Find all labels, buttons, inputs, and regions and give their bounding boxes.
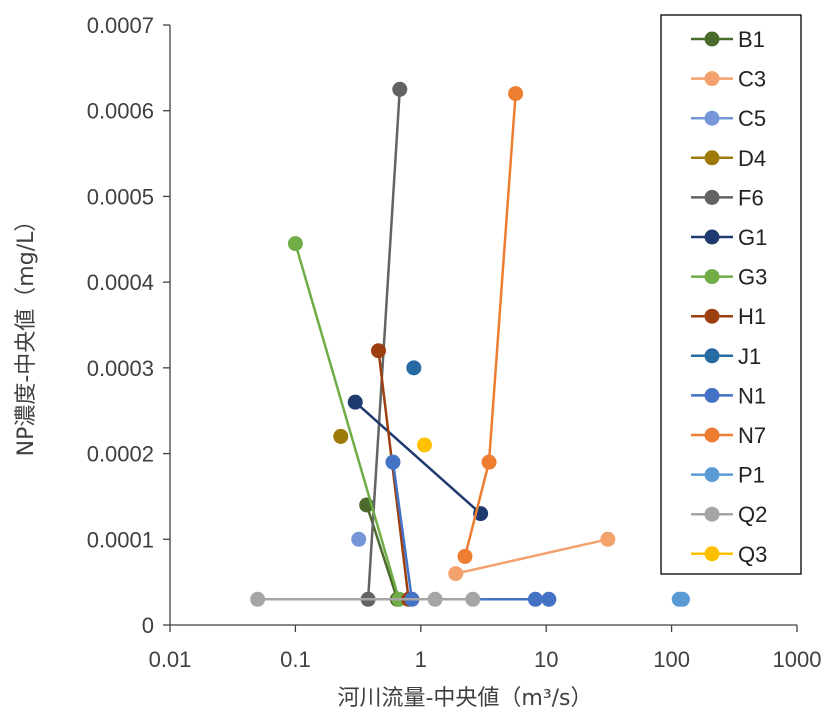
legend-marker xyxy=(705,71,720,86)
series-line xyxy=(456,539,608,573)
legend-label: Q2 xyxy=(738,502,767,527)
data-point xyxy=(417,438,432,453)
series-C5 xyxy=(351,532,366,547)
legend-marker xyxy=(705,269,720,284)
data-point xyxy=(392,82,407,97)
data-point xyxy=(406,360,421,375)
legend-marker xyxy=(705,32,720,47)
legend-marker xyxy=(705,388,720,403)
series-J1 xyxy=(406,360,421,375)
legend-label: P1 xyxy=(738,463,765,488)
legend-label: H1 xyxy=(738,304,766,329)
data-point xyxy=(508,86,523,101)
legend-marker xyxy=(705,190,720,205)
series-line xyxy=(465,94,516,557)
plot-area xyxy=(250,82,690,607)
x-axis-ticks: 0.01 0.1 1 10 100 1000 xyxy=(149,625,822,672)
legend-label: G1 xyxy=(738,225,767,250)
series-line xyxy=(295,244,399,600)
series-Q3 xyxy=(417,438,432,453)
legend-marker xyxy=(705,309,720,324)
series-C3 xyxy=(448,532,615,581)
data-point xyxy=(371,343,386,358)
x-tick-label: 1000 xyxy=(773,647,822,672)
x-tick-label: 10 xyxy=(534,647,558,672)
legend-label: F6 xyxy=(738,185,764,210)
x-tick-label: 0.01 xyxy=(149,647,192,672)
legend: B1 C3 C5 D4 F6 G1 G3 H1 J1 N1 N7 P1 Q2 Q3 xyxy=(661,15,801,574)
y-tick-label: 0.0006 xyxy=(87,99,154,124)
y-tick-label: 0.0003 xyxy=(87,356,154,381)
y-tick-label: 0 xyxy=(142,613,154,638)
x-tick-label: 100 xyxy=(653,647,690,672)
legend-label: J1 xyxy=(738,344,761,369)
legend-marker xyxy=(705,111,720,126)
legend-marker xyxy=(705,428,720,443)
legend-label: B1 xyxy=(738,27,765,52)
series-N7 xyxy=(457,86,523,564)
legend-label: N1 xyxy=(738,383,766,408)
y-tick-label: 0.0001 xyxy=(87,527,154,552)
legend-label: D4 xyxy=(738,146,766,171)
legend-label: G3 xyxy=(738,265,767,290)
x-tick-label: 0.1 xyxy=(280,647,311,672)
data-point xyxy=(348,395,363,410)
data-point xyxy=(457,549,472,564)
legend-label: Q3 xyxy=(738,542,767,567)
data-point xyxy=(675,592,690,607)
y-axis-title: NP濃度-中央値（mg/L） xyxy=(14,210,39,457)
series-line xyxy=(368,89,400,599)
legend-label: C3 xyxy=(738,67,766,92)
legend-marker xyxy=(705,507,720,522)
data-point xyxy=(465,592,480,607)
y-tick-label: 0.0004 xyxy=(87,270,154,295)
legend-label: N7 xyxy=(738,423,766,448)
data-point xyxy=(288,236,303,251)
x-tick-label: 1 xyxy=(415,647,427,672)
series-D4 xyxy=(333,429,348,444)
data-point xyxy=(428,592,443,607)
legend-marker xyxy=(705,150,720,165)
series-G3 xyxy=(288,236,407,607)
legend-box xyxy=(661,15,801,574)
legend-label: C5 xyxy=(738,106,766,131)
data-point xyxy=(541,592,556,607)
legend-marker xyxy=(705,230,720,245)
data-point xyxy=(448,566,463,581)
y-tick-label: 0.0007 xyxy=(87,13,154,38)
data-point xyxy=(385,455,400,470)
x-axis-title: 河川流量-中央値（m³/s） xyxy=(337,686,592,711)
data-point xyxy=(351,532,366,547)
legend-marker xyxy=(705,546,720,561)
y-tick-label: 0.0005 xyxy=(87,184,154,209)
data-point xyxy=(600,532,615,547)
series-P1 xyxy=(672,592,690,607)
data-point xyxy=(482,455,497,470)
y-tick-label: 0.0002 xyxy=(87,442,154,467)
legend-marker xyxy=(705,467,720,482)
data-point xyxy=(333,429,348,444)
y-axis-ticks: 0 0.0001 0.0002 0.0003 0.0004 0.0005 0.0006 0.0… xyxy=(87,13,170,638)
data-point xyxy=(250,592,265,607)
data-point xyxy=(528,592,543,607)
legend-marker xyxy=(705,348,720,363)
